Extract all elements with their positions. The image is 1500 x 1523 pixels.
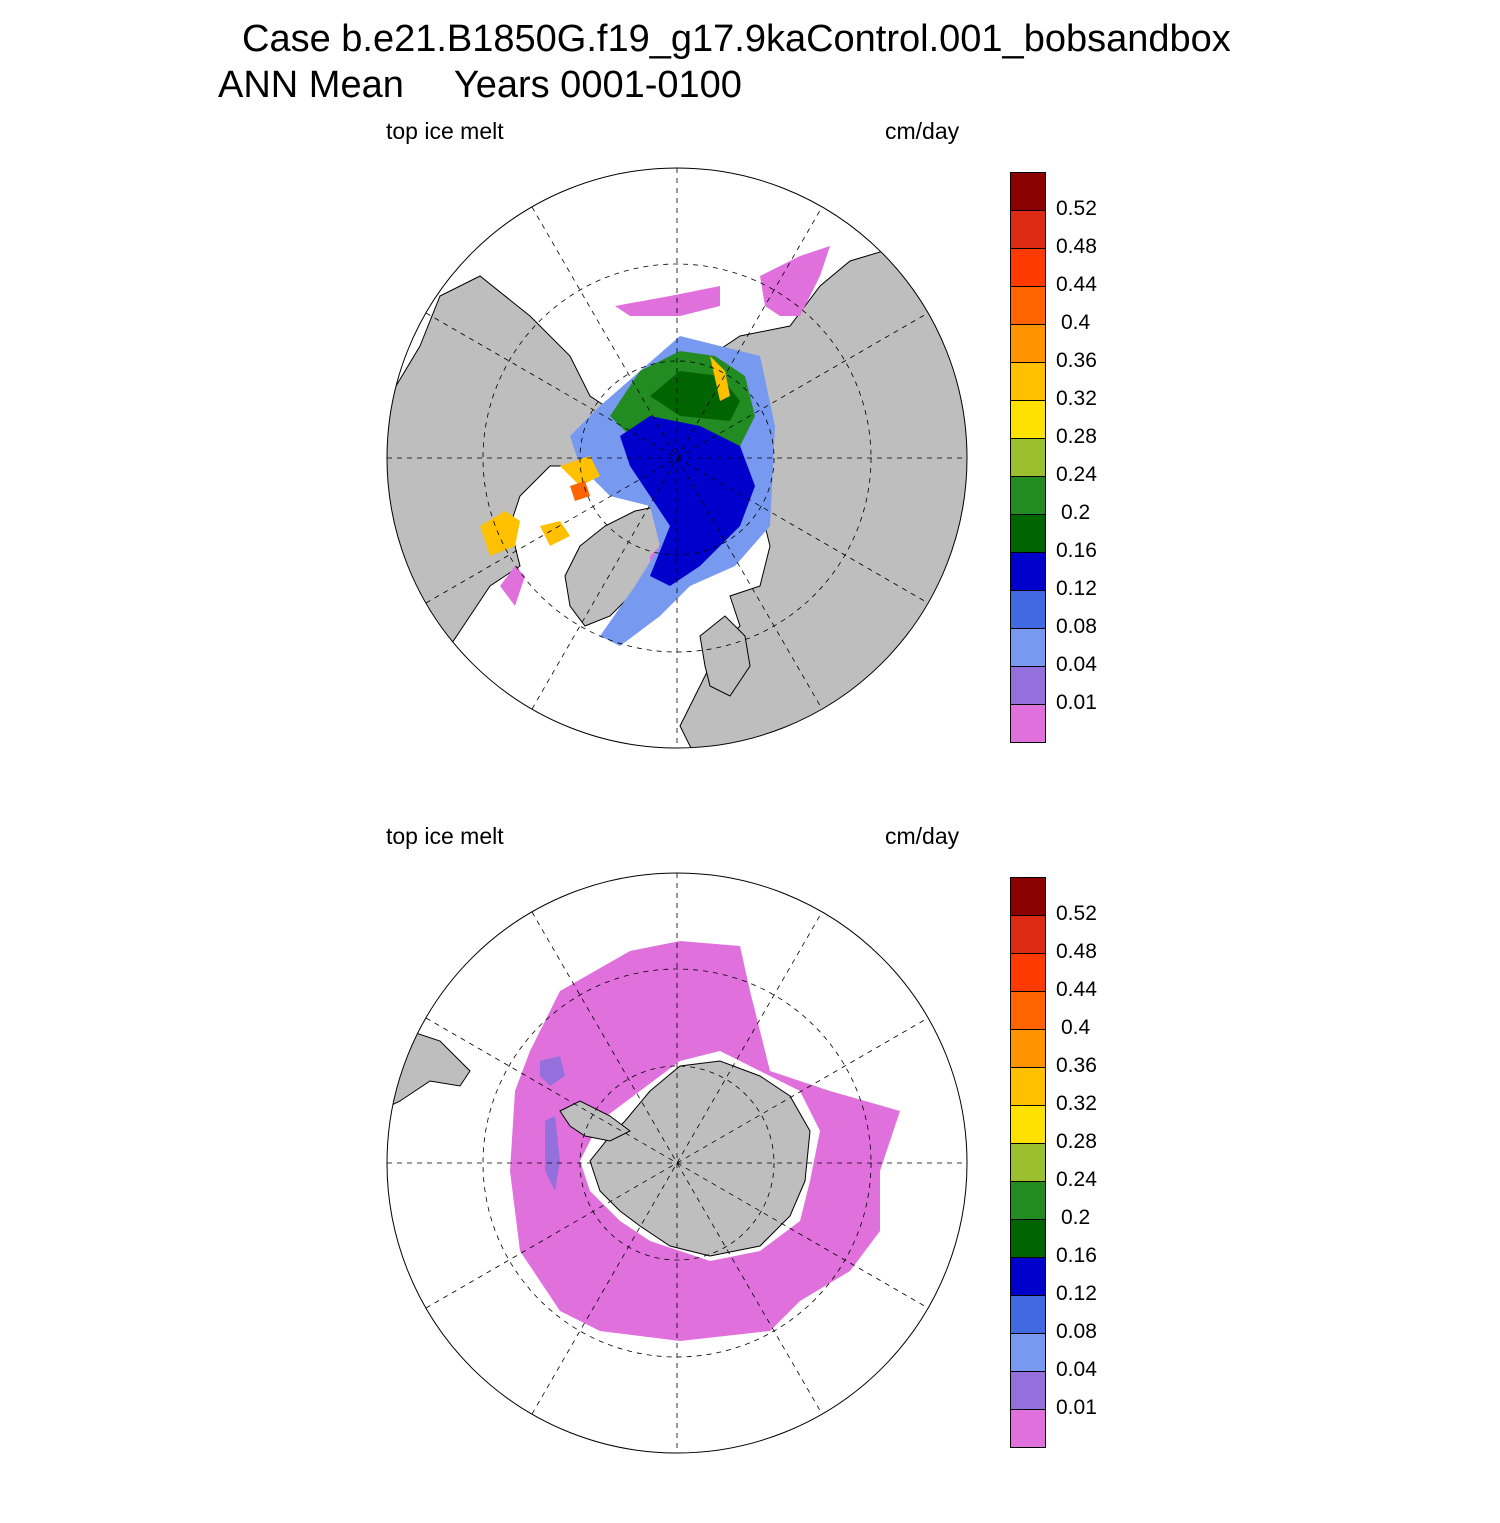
years-label: Years 0001-0100 xyxy=(453,64,742,106)
colorbar-tick-label: 0.44 xyxy=(1056,273,1097,296)
colorbar-tick-label: 0.2 xyxy=(1061,1206,1091,1229)
colorbar-tick-label: 0.4 xyxy=(1061,311,1091,334)
colorbar-swatch xyxy=(1010,362,1046,400)
colorbar-swatch xyxy=(1010,514,1046,552)
north-variable-label: top ice melt xyxy=(386,118,504,144)
south-colorbar xyxy=(1010,877,1046,1448)
colorbar-tick-label: 0.44 xyxy=(1056,978,1097,1001)
colorbar-swatch xyxy=(1010,1067,1046,1105)
colorbar-tick-label: 0.28 xyxy=(1056,425,1097,448)
colorbar-swatch xyxy=(1010,172,1046,210)
colorbar-swatch xyxy=(1010,877,1046,915)
colorbar-tick-label: 0.08 xyxy=(1056,1320,1097,1343)
south-ice-purple xyxy=(540,1056,565,1191)
north-colorbar xyxy=(1010,172,1046,743)
south-ice-pink xyxy=(510,941,900,1341)
colorbar-tick-label: 0.4 xyxy=(1061,1016,1091,1039)
colorbar-swatch xyxy=(1010,628,1046,666)
colorbar-tick-label: 0.01 xyxy=(1056,691,1097,714)
colorbar-tick-label: 0.04 xyxy=(1056,1358,1097,1381)
south-variable-label: top ice melt xyxy=(386,823,504,849)
colorbar-swatch xyxy=(1010,1143,1046,1181)
north-ice-pink xyxy=(500,246,830,606)
figure-subtitle: ANN Mean Years 0001-0100 xyxy=(218,64,742,107)
colorbar-swatch xyxy=(1010,991,1046,1029)
south-units-label: cm/day xyxy=(885,823,960,849)
colorbar-swatch xyxy=(1010,1295,1046,1333)
figure-title: Case b.e21.B1850G.f19_g17.9kaControl.001… xyxy=(242,18,1231,60)
colorbar-tick-label: 0.24 xyxy=(1056,463,1097,486)
colorbar-swatch xyxy=(1010,476,1046,514)
colorbar-tick-label: 0.28 xyxy=(1056,1130,1097,1153)
north-units-label: cm/day xyxy=(885,118,960,144)
colorbar-tick-label: 0.36 xyxy=(1056,349,1097,372)
north-panel: top ice melt cm/day xyxy=(0,118,1500,818)
colorbar-swatch xyxy=(1010,552,1046,590)
south-land-peninsula xyxy=(559,1100,631,1142)
colorbar-tick-label: 0.16 xyxy=(1056,1244,1097,1267)
colorbar-tick-label: 0.16 xyxy=(1056,539,1097,562)
colorbar-swatch xyxy=(1010,248,1046,286)
colorbar-swatch xyxy=(1010,1333,1046,1371)
colorbar-swatch xyxy=(1010,915,1046,953)
south-polar-map xyxy=(386,872,968,1454)
north-ice-orange xyxy=(570,481,590,501)
colorbar-tick-label: 0.24 xyxy=(1056,1168,1097,1191)
north-land-america xyxy=(387,275,621,667)
colorbar-swatch xyxy=(1010,1181,1046,1219)
colorbar-swatch xyxy=(1010,400,1046,438)
colorbar-swatch xyxy=(1010,590,1046,628)
colorbar-tick-label: 0.12 xyxy=(1056,1282,1097,1305)
colorbar-tick-label: 0.36 xyxy=(1056,1054,1097,1077)
colorbar-swatch xyxy=(1010,438,1046,476)
north-ice-yellow xyxy=(480,356,730,556)
colorbar-swatch xyxy=(1010,1105,1046,1143)
colorbar-swatch xyxy=(1010,704,1046,743)
colorbar-tick-label: 0.08 xyxy=(1056,615,1097,638)
colorbar-swatch xyxy=(1010,953,1046,991)
colorbar-tick-label: 0.48 xyxy=(1056,940,1097,963)
colorbar-swatch xyxy=(1010,1371,1046,1409)
colorbar-tick-label: 0.2 xyxy=(1061,501,1091,524)
colorbar-tick-label: 0.01 xyxy=(1056,1396,1097,1419)
colorbar-swatch xyxy=(1010,286,1046,324)
colorbar-tick-label: 0.48 xyxy=(1056,235,1097,258)
colorbar-swatch xyxy=(1010,324,1046,362)
colorbar-tick-label: 0.04 xyxy=(1056,653,1097,676)
colorbar-swatch xyxy=(1010,1257,1046,1295)
season-label: ANN Mean xyxy=(218,64,404,106)
colorbar-swatch xyxy=(1010,1219,1046,1257)
colorbar-swatch xyxy=(1010,666,1046,704)
colorbar-swatch xyxy=(1010,1029,1046,1067)
north-land-scandinavia xyxy=(699,615,751,697)
colorbar-swatch xyxy=(1010,210,1046,248)
colorbar-tick-label: 0.32 xyxy=(1056,387,1097,410)
colorbar-tick-label: 0.52 xyxy=(1056,902,1097,925)
colorbar-swatch xyxy=(1010,1409,1046,1448)
colorbar-tick-label: 0.32 xyxy=(1056,1092,1097,1115)
north-polar-map xyxy=(386,167,968,749)
north-ice-blue xyxy=(620,416,755,586)
colorbar-tick-label: 0.12 xyxy=(1056,577,1097,600)
south-land-antarctica xyxy=(589,1060,811,1257)
colorbar-tick-label: 0.52 xyxy=(1056,197,1097,220)
south-panel: top ice melt cm/day xyxy=(0,823,1500,1523)
